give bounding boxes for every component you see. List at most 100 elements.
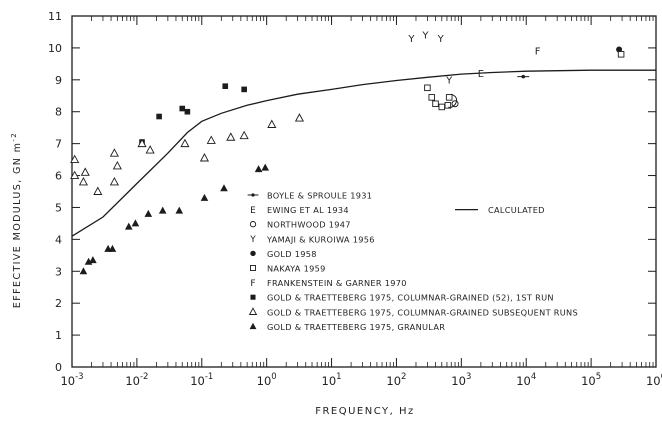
legend-item-calculated: CALCULATED [455,205,545,215]
legend-item: E EWING ET AL 1934 [250,205,348,216]
x-tick-label-exponent: 6 [661,372,662,382]
x-tick-label: 106 [646,372,662,388]
x-tick-label: 10-3 [60,372,83,388]
x-tick-label-base: 10 [60,374,75,388]
y-tick-label: 1 [55,329,62,342]
triangle-filled-shape [158,206,167,214]
data-point [78,176,88,186]
data-point [616,46,623,53]
triangle-filled-shape [79,267,88,275]
circle-filled-shape [250,250,256,257]
square-open-shape [432,100,439,107]
data-point [445,94,453,101]
y-tick-label: 11 [48,10,62,23]
data-point: Y [445,75,453,86]
data-point [206,135,216,144]
y-tick-label: 9 [55,74,62,87]
x-tick-label-exponent: 4 [531,372,536,382]
x-axis-label: FREQUENCY, Hz [315,406,415,417]
x-tick-label: 105 [581,372,601,388]
legend-item: NORTHWOOD 1947 [249,220,350,230]
data-point [109,176,119,186]
letter-marker-shape: Y [445,75,453,86]
x-tick-label-exponent: -2 [140,372,148,382]
data-point [131,219,140,227]
triangle-open-shape [226,132,236,141]
x-tick-label: 103 [451,372,471,388]
x-tick-label-base: 10 [322,374,337,388]
square-filled-shape [250,294,256,300]
data-point [70,154,80,164]
data-point: Y [407,34,415,45]
x-tick-label-base: 10 [257,374,272,388]
legend-label: GOLD & TRAETTEBERG 1975, COLUMNAR-GRAINE… [267,307,578,317]
legend-marker [250,265,256,271]
data-point [222,83,229,89]
data-point [175,206,184,214]
axes-frame [71,15,657,368]
legend-label-calculated: CALCULATED [488,205,545,215]
data-point [220,184,228,192]
data-point: Y [437,34,445,45]
data-point [294,113,305,122]
data-point [137,138,147,148]
x-tick-label-base: 10 [386,374,401,388]
triangle-filled-shape [254,165,263,173]
square-open-shape [444,102,452,109]
y-axis-label-group: EFFECTIVE MODULUS, GN m-2 [10,132,23,308]
data-point: Y [421,31,429,42]
x-tick-label: 101 [322,372,342,388]
triangle-open-shape [78,176,88,186]
triangle-open-shape [239,130,249,140]
x-tick-label-base: 10 [516,374,531,388]
x-tick-label-base: 10 [581,374,596,388]
plot-frame [71,15,657,368]
letter-marker-shape: Y [249,235,256,245]
data-point [156,113,162,120]
legend-label: BOYLE & SPROULE 1931 [267,191,372,201]
x-tick-label-base: 10 [646,374,661,388]
calculated-curve [71,69,656,237]
data-point [199,153,210,162]
data-point [428,94,435,101]
legend-label: GOLD & TRAETTEBERG 1975, COLUMNAR-GRAINE… [267,293,554,303]
triangle-filled-shape [200,193,209,201]
data-point [226,132,236,141]
x-tick-label: 10-2 [125,372,148,388]
legend: BOYLE & SPROULE 1931 E EWING ET AL 1934 NOR… [247,191,578,332]
triangle-filled-shape [108,244,117,252]
x-tick-label-base: 10 [190,374,205,388]
triangle-open-shape [267,119,277,128]
x-tick-label-exponent: 1 [336,372,341,382]
data-point [80,167,90,176]
legend-item: Y YAMAJI & KUROIWA 1956 [249,234,374,245]
legend-item: BOYLE & SPROULE 1931 [247,191,372,201]
letter-marker-shape: E [250,206,256,216]
square-open-shape [250,265,256,271]
triangle-open-shape [248,307,258,315]
triangle-open-shape [93,186,103,195]
y-tick-label: 10 [48,42,62,55]
triangle-filled-shape [220,184,228,192]
y-tick-label: 7 [55,138,62,151]
y-tick-label: 6 [55,170,62,183]
legend-item: GOLD 1958 [250,249,316,259]
square-open-shape [428,94,435,101]
data-point [109,148,119,157]
legend-marker: E [250,206,256,216]
legend-marker [250,250,256,257]
triangle-open-shape [199,153,210,162]
triangle-open-shape [109,176,119,186]
data-point [424,84,431,92]
data-point [184,108,191,115]
data-point [124,222,133,230]
square-open-shape [445,94,453,101]
x-tick-label-exponent: 0 [271,372,276,382]
circle-open-shape [249,221,257,228]
triangle-filled-shape [124,222,133,230]
x-tick-label-exponent: -1 [205,372,213,382]
triangle-open-shape [145,145,155,154]
y-axis-label: EFFECTIVE MODULUS, GN m-2 [10,132,23,308]
y-tick-label: 0 [55,361,62,374]
